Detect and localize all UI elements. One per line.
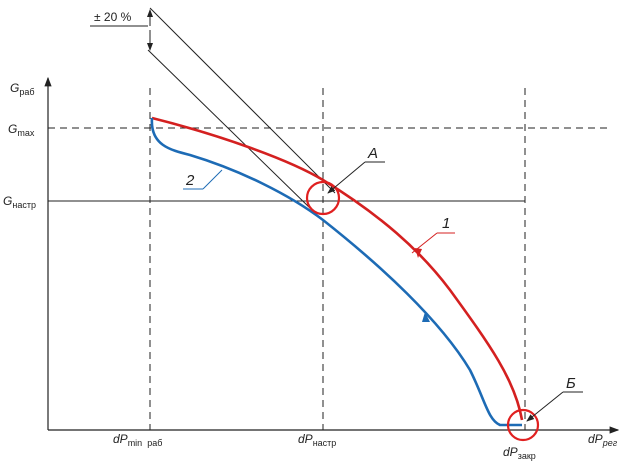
curve-1 xyxy=(151,116,524,421)
tolerance-line xyxy=(149,7,336,194)
curve-arrow xyxy=(422,312,430,322)
label-part: рег xyxy=(602,438,618,448)
curve-2-label: 2 xyxy=(185,172,195,189)
dp-zakr-label: dPзакр xyxy=(503,445,536,461)
label-part: раб xyxy=(19,87,34,97)
label-part: настр xyxy=(12,200,36,210)
leader xyxy=(202,169,223,190)
label-part: dP xyxy=(588,432,603,446)
leader xyxy=(411,232,438,254)
g-max-label: Gmax xyxy=(8,122,35,138)
label-part: закр xyxy=(518,451,536,461)
leader xyxy=(327,161,366,194)
point-a-circle xyxy=(305,180,341,216)
label-part: G xyxy=(3,194,12,208)
g-rab-label: Gраб xyxy=(10,81,35,97)
leader xyxy=(526,391,564,422)
label-part: G xyxy=(8,122,17,136)
point-b-label: Б xyxy=(566,375,576,392)
label-part: max xyxy=(17,128,35,138)
label-part: dP xyxy=(503,445,518,459)
point-b-circle xyxy=(506,408,540,442)
tolerance-label: ± 20 % xyxy=(94,10,132,24)
curve-arrow xyxy=(415,248,422,258)
label-part: G xyxy=(10,81,19,95)
tolerance-line xyxy=(147,49,313,211)
label-part: dP xyxy=(113,432,128,446)
g-nastr-label: Gнастр xyxy=(3,194,36,210)
dp-reg-label: dPрег xyxy=(588,432,618,448)
curve-2 xyxy=(150,117,522,427)
label-part: min раб xyxy=(128,438,163,448)
label-part: dP xyxy=(298,432,313,446)
label-part: настр xyxy=(313,438,337,448)
point-a-label: А xyxy=(367,145,378,162)
dp-min-label: dPmin раб xyxy=(113,432,162,448)
curve-1-label: 1 xyxy=(442,215,450,232)
dp-nastr-label: dPнастр xyxy=(298,432,336,448)
